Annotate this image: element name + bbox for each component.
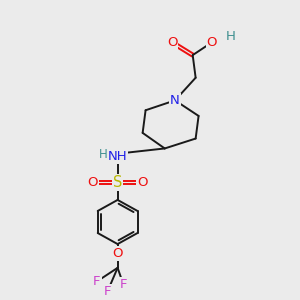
Text: O: O — [207, 36, 217, 49]
Text: O: O — [207, 36, 217, 49]
Text: O: O — [87, 176, 98, 189]
Text: F: F — [93, 275, 101, 288]
Text: O: O — [112, 247, 123, 260]
Text: N: N — [170, 94, 180, 107]
Text: O: O — [167, 36, 177, 49]
Text: O: O — [137, 176, 148, 189]
Text: F: F — [103, 285, 111, 298]
Text: S: S — [113, 175, 122, 190]
Text: H: H — [226, 30, 236, 43]
Text: F: F — [120, 278, 127, 291]
Text: NH: NH — [108, 150, 127, 164]
Text: H: H — [99, 148, 108, 160]
